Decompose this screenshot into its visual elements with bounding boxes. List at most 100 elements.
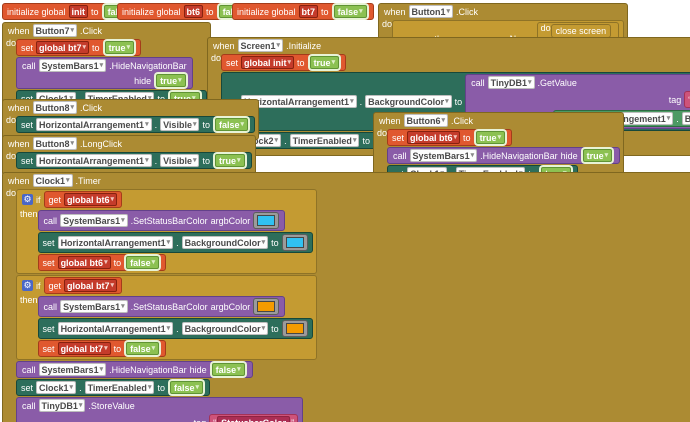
dropdown-value: false <box>219 120 240 130</box>
set-global-bt7-block[interactable]: setglobal bt7▾totrue▾ <box>16 39 141 56</box>
logic-true-dropdown[interactable]: true▾ <box>215 154 245 167</box>
call-keyword: call <box>44 216 58 226</box>
dropdown-value: HorizontalArrangement1 <box>39 156 144 166</box>
chevron-down-icon: ▾ <box>447 8 451 15</box>
color-block[interactable] <box>253 212 279 229</box>
component-dropdown[interactable]: HorizontalArrangement1▾ <box>36 154 152 167</box>
string-value[interactable]: StatusbarColor <box>217 416 290 422</box>
call-arg-row: tag“StatusbarColor” <box>189 413 303 422</box>
color-block[interactable] <box>253 298 279 315</box>
component-dropdown[interactable]: SystemBars1▾ <box>410 149 478 162</box>
call-systembars1-hidenavigationbar-block[interactable]: callSystemBars1▾.HideNavigationBarhidetr… <box>387 147 620 164</box>
logic-false-dropdown[interactable]: false▾ <box>126 256 159 269</box>
event-button8-click[interactable]: whenButton8▾.ClickdosetHorizontalArrange… <box>2 99 259 140</box>
text-string-block[interactable]: “StatusbarColor” <box>684 91 690 108</box>
when-keyword: when <box>379 116 401 126</box>
logic-false-dropdown[interactable]: false▾ <box>126 342 159 355</box>
logic-false-dropdown[interactable]: false▾ <box>212 363 245 376</box>
component-dropdown[interactable]: Screen1▾ <box>238 39 284 52</box>
variable-dropdown[interactable]: global bt6▾ <box>58 256 111 269</box>
set-global-init-block[interactable]: setglobal init▾totrue▾ <box>221 54 346 71</box>
statement-stack: callSystemBars1▾.SetStatusBarColorargbCo… <box>38 295 313 358</box>
component-dropdown[interactable]: SystemBars1▾ <box>60 214 128 227</box>
logic-true-dropdown[interactable]: true▾ <box>310 56 340 69</box>
get-global-bt7-block[interactable]: getglobal bt7▾ <box>44 277 123 294</box>
if-block[interactable]: ⚙ifgetglobal bt7▾thencallSystemBars1▾.Se… <box>16 275 317 360</box>
property-dropdown[interactable]: BackgroundColor▾ <box>682 112 690 125</box>
initialize-global-bt7[interactable]: initialize globalbt7tofalse▾ <box>232 3 374 20</box>
call-systembars1-setstatusbarcolor-block[interactable]: callSystemBars1▾.SetStatusBarColorargbCo… <box>38 296 286 317</box>
logic-false-dropdown[interactable]: false▾ <box>215 118 248 131</box>
variable-dropdown[interactable]: global bt7▾ <box>58 342 111 355</box>
component-dropdown[interactable]: SystemBars1▾ <box>39 59 107 72</box>
variable-dropdown[interactable]: global bt7▾ <box>64 279 117 292</box>
component-dropdown[interactable]: HorizontalArrangement1▾ <box>58 236 174 249</box>
set-keyword: set <box>43 238 55 248</box>
event-name: .LongClick <box>80 139 122 149</box>
property-dropdown[interactable]: TimerEnabled▾ <box>290 134 360 147</box>
component-dropdown[interactable]: Clock1▾ <box>33 174 73 187</box>
set-global-bt6-block[interactable]: setglobal bt6▾tofalse▾ <box>38 254 167 271</box>
logic-true-dropdown[interactable]: true▾ <box>583 149 613 162</box>
if-block[interactable]: ⚙ifgetglobal bt6▾thencallSystemBars1▾.Se… <box>16 189 317 274</box>
color-block[interactable] <box>282 234 308 251</box>
set-clock1-timerenabled-block[interactable]: setClock1▾.TimerEnabled▾tofalse▾ <box>16 379 210 396</box>
set-global-bt7-block[interactable]: setglobal bt7▾tofalse▾ <box>38 340 167 357</box>
property-dropdown[interactable]: TimerEnabled▾ <box>85 381 155 394</box>
close-screen-block[interactable]: close screen <box>551 24 612 38</box>
logic-false-dropdown[interactable]: false▾ <box>334 5 367 18</box>
component-dropdown[interactable]: Clock1▾ <box>36 381 76 394</box>
blocks-workspace[interactable]: initialize globalinittofalse▾initialize … <box>0 0 690 422</box>
logic-true-dropdown[interactable]: true▾ <box>476 131 506 144</box>
when-keyword: when <box>384 7 406 17</box>
variable-dropdown[interactable]: global init▾ <box>241 56 294 69</box>
component-dropdown[interactable]: Button7▾ <box>33 24 78 37</box>
set-horizontalarrangement1-backgroundcolor-block[interactable]: setHorizontalArrangement1▾.BackgroundCol… <box>38 318 313 339</box>
component-dropdown[interactable]: TinyDB1▾ <box>488 76 535 89</box>
dot: . <box>284 136 287 146</box>
call-systembars1-setstatusbarcolor-block[interactable]: callSystemBars1▾.SetStatusBarColorargbCo… <box>38 210 286 231</box>
logic-true-dropdown[interactable]: true▾ <box>105 41 135 54</box>
color-block[interactable] <box>282 320 308 337</box>
logic-true-dropdown[interactable]: true▾ <box>156 74 186 87</box>
call-tinydb1-storevalue-block[interactable]: callTinyDB1▾.StoreValuetag“StatusbarColo… <box>16 397 303 422</box>
property-dropdown[interactable]: BackgroundColor▾ <box>182 236 269 249</box>
set-keyword: set <box>21 43 33 53</box>
call-systembars1-hidenavigationbar-block[interactable]: callSystemBars1▾.HideNavigationBarhidefa… <box>16 361 253 378</box>
event-clock1-timer[interactable]: whenClock1▾.Timerdo⚙ifgetglobal bt6▾then… <box>2 172 690 422</box>
property-dropdown[interactable]: BackgroundColor▾ <box>182 322 269 335</box>
component-dropdown[interactable]: SystemBars1▾ <box>39 363 107 376</box>
variable-dropdown[interactable]: global bt6▾ <box>407 131 460 144</box>
component-dropdown[interactable]: TinyDB1▾ <box>39 399 86 412</box>
event-button8-longclick[interactable]: whenButton8▾.LongClickdosetHorizontalArr… <box>2 135 256 176</box>
set-horizontalarrangement1-visible-block[interactable]: setHorizontalArrangement1▾.Visible▾tofal… <box>16 116 255 133</box>
component-dropdown[interactable]: Button1▾ <box>409 5 454 18</box>
variable-name-field[interactable]: bt6 <box>184 5 204 18</box>
call-systembars1-hidenavigationbar-block[interactable]: callSystemBars1▾.HideNavigationBarhidetr… <box>16 57 193 89</box>
component-dropdown[interactable]: Button8▾ <box>33 101 78 114</box>
set-global-bt6-block[interactable]: setglobal bt6▾totrue▾ <box>387 129 512 146</box>
variable-dropdown[interactable]: global bt7▾ <box>36 41 89 54</box>
component-dropdown[interactable]: Button6▾ <box>404 114 449 127</box>
when-keyword: when <box>8 139 30 149</box>
property-dropdown[interactable]: Visible▾ <box>160 118 199 131</box>
gear-icon[interactable]: ⚙ <box>22 280 33 291</box>
component-dropdown[interactable]: HorizontalArrangement1▾ <box>58 322 174 335</box>
event-header: whenClock1▾.Timer <box>3 173 106 188</box>
component-dropdown[interactable]: SystemBars1▾ <box>60 300 128 313</box>
set-horizontalarrangement1-visible-block[interactable]: setHorizontalArrangement1▾.Visible▾totru… <box>16 152 252 169</box>
variable-name-field[interactable]: init <box>69 5 89 18</box>
set-horizontalarrangement1-backgroundcolor-block[interactable]: setHorizontalArrangement1▾.BackgroundCol… <box>38 232 313 253</box>
get-global-bt6-block[interactable]: getglobal bt6▾ <box>44 191 123 208</box>
property-dropdown[interactable]: BackgroundColor▾ <box>365 95 452 108</box>
initialize-global-keyword: initialize global <box>122 7 181 17</box>
logic-false-dropdown[interactable]: false▾ <box>170 381 203 394</box>
component-dropdown[interactable]: Button8▾ <box>33 137 78 150</box>
component-dropdown[interactable]: HorizontalArrangement1▾ <box>36 118 152 131</box>
variable-dropdown[interactable]: global bt6▾ <box>64 193 117 206</box>
property-dropdown[interactable]: Visible▾ <box>160 154 199 167</box>
variable-name-field[interactable]: bt7 <box>299 5 319 18</box>
text-string-block[interactable]: “StatusbarColor” <box>209 414 298 422</box>
dropdown-value: Button6 <box>407 116 441 126</box>
gear-icon[interactable]: ⚙ <box>22 194 33 205</box>
